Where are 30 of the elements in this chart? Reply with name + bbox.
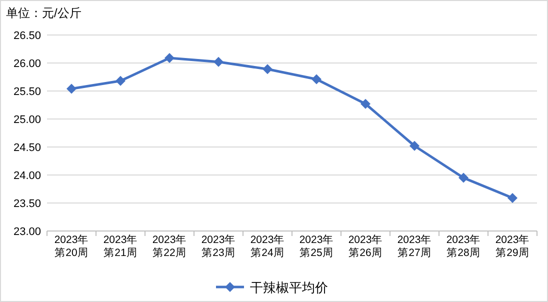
y-tick-label: 26.50 (13, 30, 41, 42)
point (312, 74, 322, 84)
y-tick-label: 24.50 (13, 142, 41, 154)
point (360, 98, 370, 109)
x-tick-label: 2023年第20周 (53, 234, 90, 260)
x-tick-label: 2023年第22周 (151, 234, 188, 260)
y-tick-label: 23.00 (13, 226, 41, 238)
point (458, 172, 468, 183)
x-tick-label: 2023年第29周 (494, 234, 531, 260)
point (164, 52, 174, 63)
y-tick-label: 24.00 (13, 170, 41, 182)
y-tick-label: 23.50 (13, 198, 41, 210)
x-tick-label: 2023年第21周 (102, 234, 139, 260)
point (66, 84, 76, 94)
x-tick-label: 2023年第23周 (200, 234, 237, 260)
x-tick-label: 2023年第24周 (249, 234, 286, 260)
point (214, 56, 224, 67)
x-tick-label: 2023年第27周 (396, 234, 433, 260)
y-tick-label: 26.00 (13, 58, 41, 70)
point (410, 140, 420, 151)
point (116, 76, 126, 86)
point (262, 64, 272, 74)
y-tick-label: 25.00 (13, 114, 41, 126)
y-tick-label: 25.50 (13, 86, 41, 98)
x-tick-label: 2023年第28周 (445, 234, 482, 260)
y-axis-title: 单位：元/公斤 (6, 6, 82, 20)
point (508, 192, 518, 203)
x-tick-label: 2023年第26周 (347, 234, 384, 260)
legend-label: 干辣椒平均价 (250, 280, 328, 295)
x-tick-label: 2023年第25周 (298, 234, 335, 260)
